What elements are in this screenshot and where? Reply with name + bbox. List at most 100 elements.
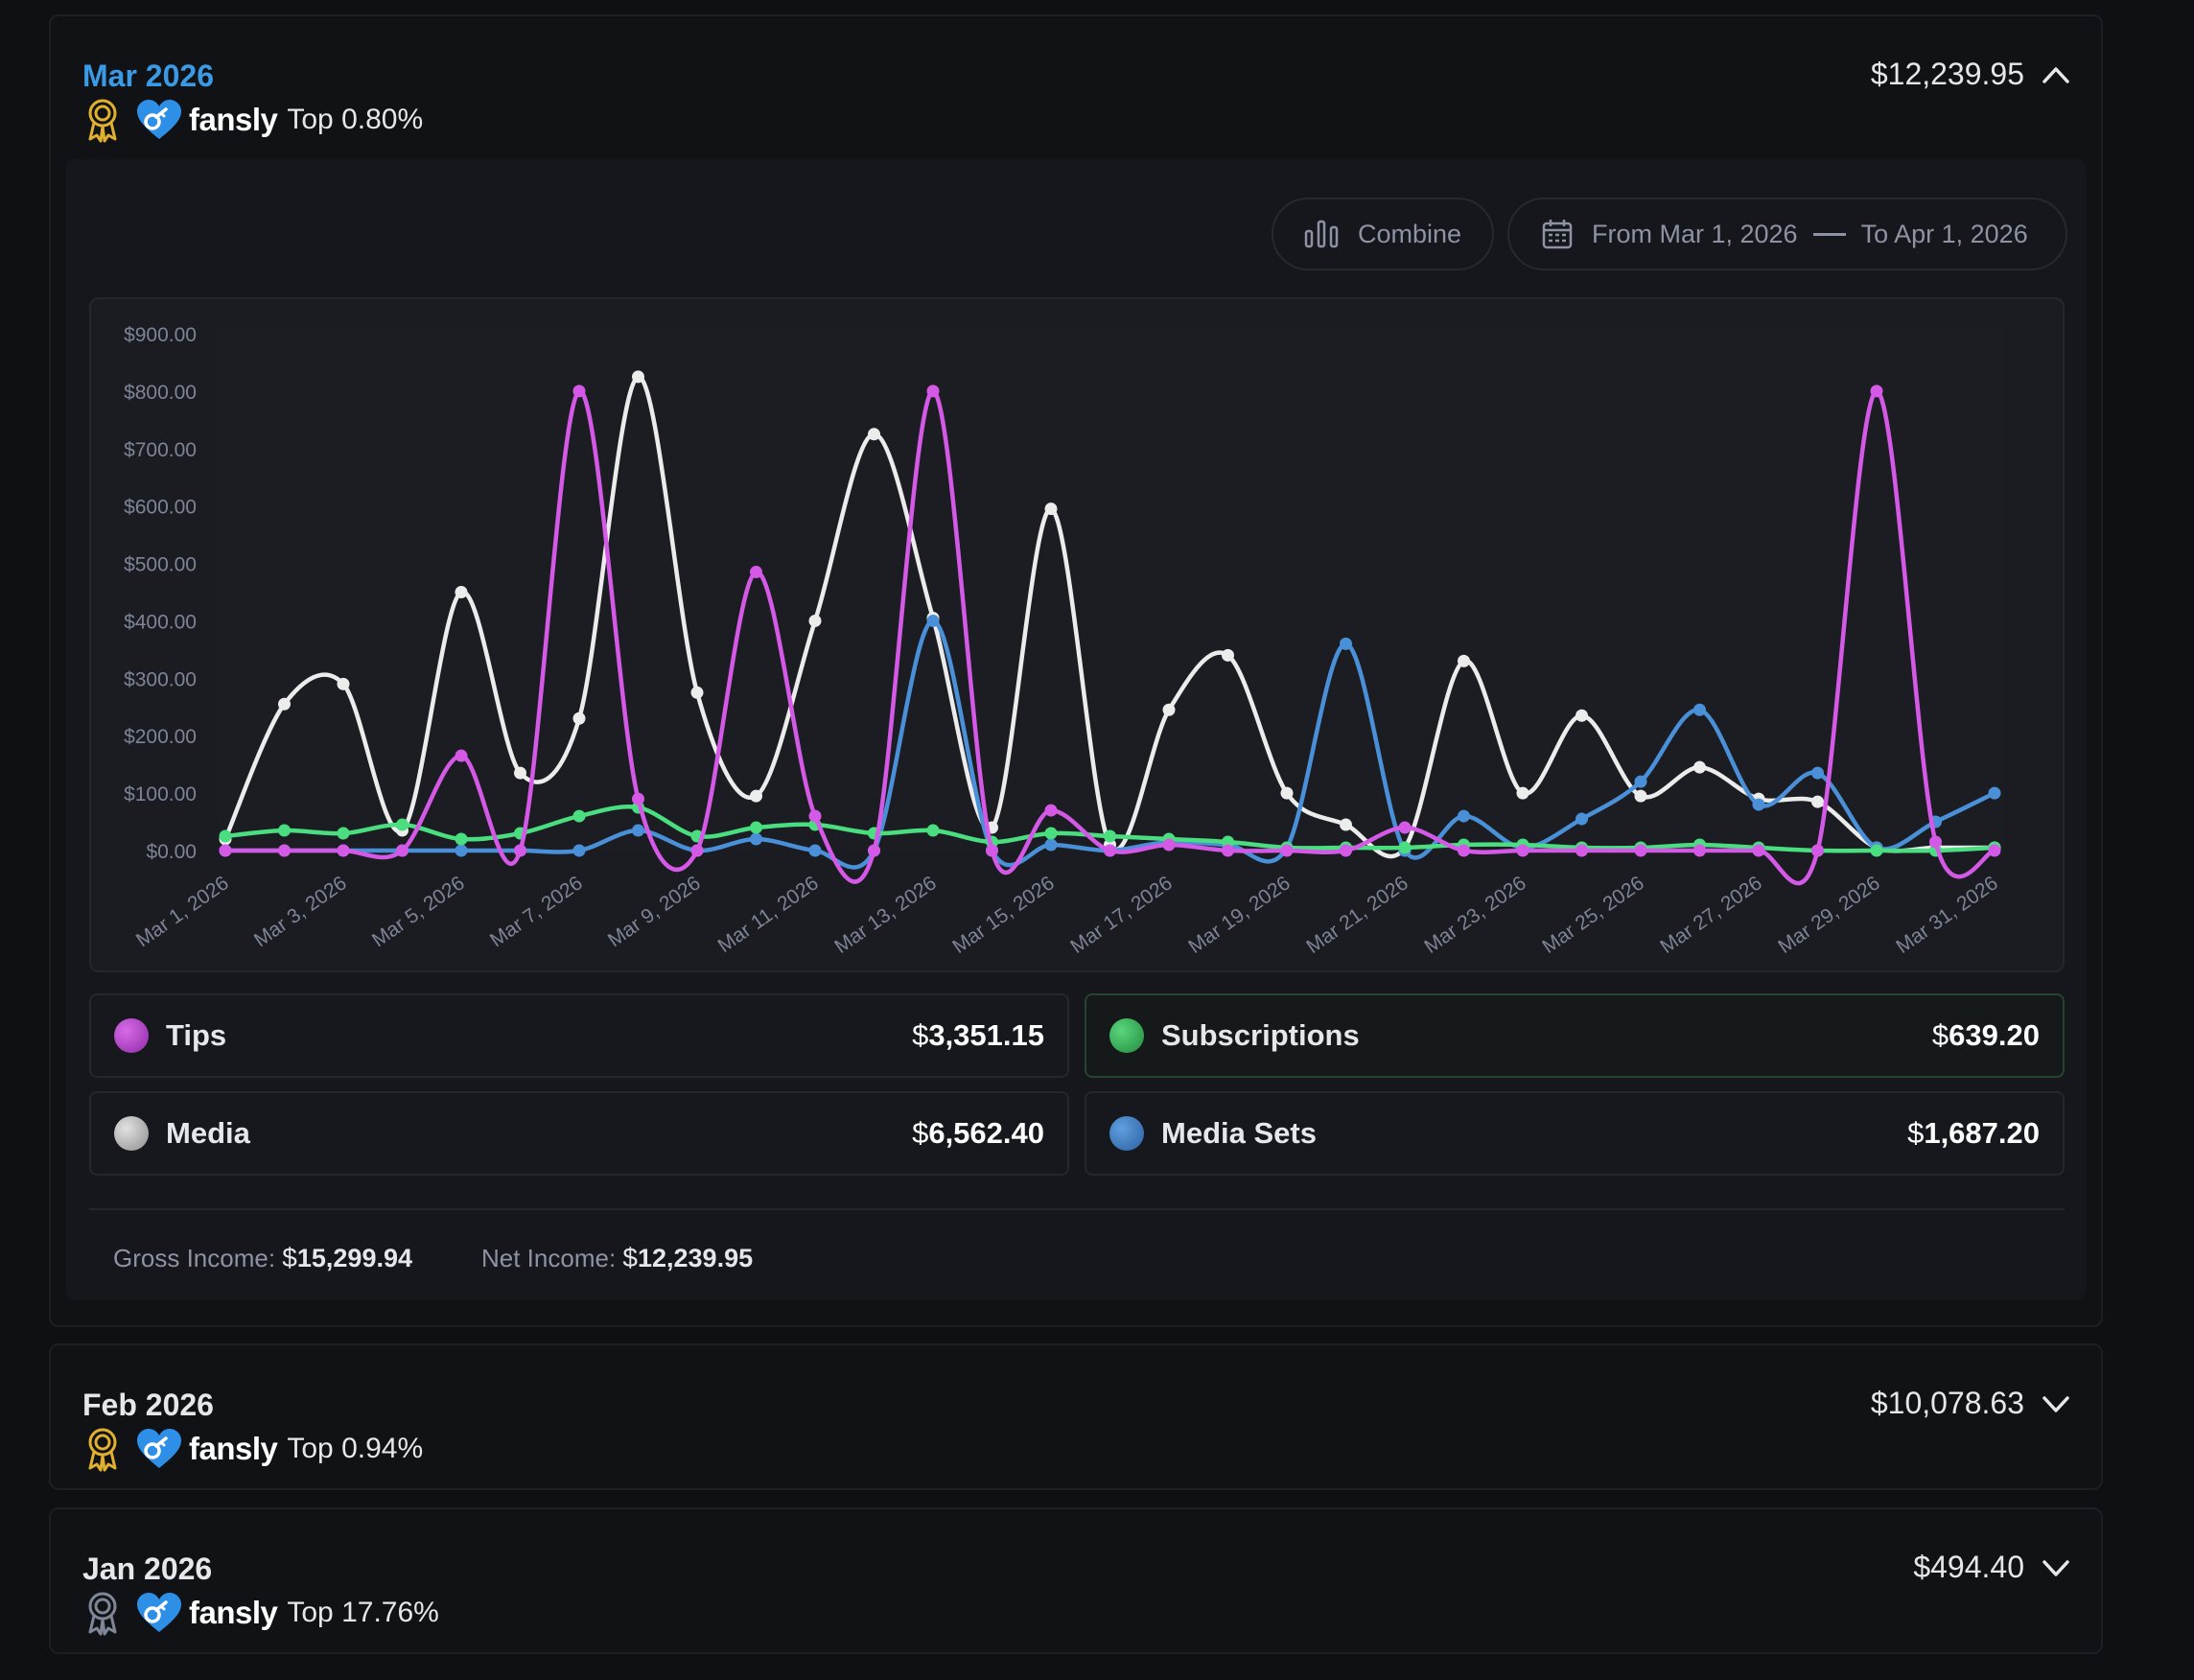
legend-tips-value: $3,351.15 <box>912 1018 1044 1052</box>
x-tick-label: Mar 7, 2026 <box>486 872 587 951</box>
data-point-media <box>808 614 822 627</box>
gross-income-value: 15,299.94 <box>296 1244 412 1272</box>
legend-media-name: Media <box>166 1116 250 1150</box>
data-point-tips <box>455 749 468 762</box>
data-point-tips <box>337 844 350 857</box>
y-tick-label: $900.00 <box>124 324 197 346</box>
data-point-media-sets <box>1575 812 1588 826</box>
data-point-media-sets <box>572 844 586 857</box>
month-total-value: 12,239.95 <box>1887 57 2024 91</box>
month-title: Feb 2026 <box>82 1388 214 1422</box>
rank-percent: Top 0.94% <box>287 1433 424 1464</box>
y-tick-label: $800.00 <box>124 382 197 404</box>
gross-income: Gross Income: $15,299.94 <box>113 1243 412 1273</box>
y-tick-label: $600.00 <box>124 497 197 519</box>
data-point-tips <box>690 844 704 857</box>
data-point-media <box>1162 703 1176 716</box>
y-tick-label: $500.00 <box>124 554 197 576</box>
data-point-tips <box>1811 844 1824 857</box>
x-tick-label: Mar 31, 2026 <box>1892 872 2002 958</box>
month-card-mar-2026: Mar 2026 fansly Top 0.80% $ 12,239.95 <box>49 14 2103 1327</box>
data-point-subscriptions <box>1870 844 1883 857</box>
month-header[interactable]: Mar 2026 fansly Top 0.80% $ 12,239.95 <box>51 16 2101 151</box>
x-tick-label: Mar 3, 2026 <box>250 872 351 951</box>
data-point-media-sets <box>1044 838 1058 852</box>
data-point-tips <box>396 844 408 857</box>
data-point-tips <box>1340 844 1352 857</box>
legend-media[interactable]: Media $6,562.40 <box>89 1091 1069 1176</box>
data-point-tips <box>750 566 762 579</box>
fansly-logo-icon <box>137 1429 181 1468</box>
data-point-tips <box>1752 844 1765 857</box>
data-point-subscriptions <box>1222 835 1234 849</box>
data-point-media-sets <box>1693 703 1706 716</box>
range-from: From Mar 1, 2026 <box>1592 219 1798 248</box>
currency-symbol: $ <box>622 1243 638 1272</box>
legend-subscriptions[interactable]: Subscriptions $639.20 <box>1085 993 2065 1078</box>
legend-media-value: $6,562.40 <box>912 1116 1044 1150</box>
combine-button[interactable]: Combine <box>1272 198 1494 270</box>
data-point-subscriptions <box>1104 829 1116 843</box>
data-point-tips <box>1988 844 2001 857</box>
x-tick-label: Mar 25, 2026 <box>1538 872 1648 958</box>
data-point-tips <box>1693 844 1706 857</box>
series-line-media <box>222 374 1997 859</box>
data-point-media <box>572 712 586 725</box>
data-point-media <box>514 766 526 780</box>
chevron-down-icon[interactable] <box>2042 1394 2070 1413</box>
month-total: $ 494.40 <box>1913 1550 2070 1585</box>
tips-dot-icon <box>114 1018 149 1053</box>
month-card-feb-2026[interactable]: Feb 2026 fansly Top 0.94% $ 10,078.63 <box>49 1343 2103 1490</box>
x-tick-label: Mar 27, 2026 <box>1656 872 1766 958</box>
x-tick-label: Mar 11, 2026 <box>714 872 823 957</box>
data-point-media <box>750 789 762 803</box>
data-point-media-sets <box>632 824 644 837</box>
y-tick-label: $100.00 <box>124 783 197 805</box>
x-tick-label: Mar 5, 2026 <box>368 872 469 951</box>
data-point-media <box>690 686 704 699</box>
data-point-tips <box>514 844 526 857</box>
currency-symbol: $ <box>1913 1550 1931 1584</box>
data-point-media <box>632 370 644 384</box>
brand-name: fansly <box>189 1595 278 1630</box>
data-point-subscriptions <box>337 827 350 840</box>
chevron-up-icon[interactable] <box>2042 65 2070 84</box>
series-line-tips <box>222 388 1997 886</box>
y-tick-label: $0.00 <box>146 841 197 863</box>
x-tick-label: Mar 17, 2026 <box>1066 872 1177 958</box>
legend-tips[interactable]: Tips $3,351.15 <box>89 993 1069 1078</box>
month-header[interactable]: Jan 2026 fansly Top 17.76% $ 494.40 <box>51 1509 2101 1644</box>
legend-subscriptions-value: $639.20 <box>1931 1018 2040 1052</box>
range-to: To Apr 1, 2026 <box>1860 219 2028 248</box>
data-point-media-sets <box>926 614 940 627</box>
y-tick-label: $700.00 <box>124 439 197 461</box>
rank-row: fansly Top 17.76% <box>83 1586 439 1640</box>
legend-media-sets[interactable]: Media Sets $1,687.20 <box>1085 1091 2065 1176</box>
rank-row: fansly Top 0.80% <box>83 93 423 147</box>
data-point-media-sets <box>1458 809 1470 823</box>
brand-name: fansly <box>189 1431 278 1466</box>
gross-income-label: Gross Income: <box>113 1244 276 1272</box>
data-point-subscriptions <box>278 824 291 837</box>
data-point-media <box>1458 654 1470 667</box>
data-point-tips <box>1870 385 1883 398</box>
range-separator <box>1812 232 1846 236</box>
data-point-tips <box>808 809 822 823</box>
x-tick-label: Mar 13, 2026 <box>830 872 941 958</box>
data-point-media-sets <box>808 844 822 857</box>
chevron-down-icon[interactable] <box>2042 1558 2070 1577</box>
date-range-picker[interactable]: From Mar 1, 2026 To Apr 1, 2026 <box>1507 198 2067 270</box>
data-point-media-sets <box>1634 775 1647 788</box>
data-point-tips <box>1280 844 1294 857</box>
data-point-media <box>1222 648 1234 662</box>
month-card-jan-2026[interactable]: Jan 2026 fansly Top 17.76% $ 494.40 <box>49 1507 2103 1654</box>
fansly-logo-icon <box>137 100 181 139</box>
currency-symbol: $ <box>1870 57 1888 91</box>
month-total-value: 494.40 <box>1930 1550 2024 1584</box>
data-point-subscriptions <box>396 818 408 831</box>
data-point-media <box>337 677 350 690</box>
month-header[interactable]: Feb 2026 fansly Top 0.94% $ 10,078.63 <box>51 1345 2101 1480</box>
data-point-subscriptions <box>219 829 232 843</box>
data-point-subscriptions <box>750 821 762 834</box>
media-sets-dot-icon <box>1109 1116 1144 1151</box>
